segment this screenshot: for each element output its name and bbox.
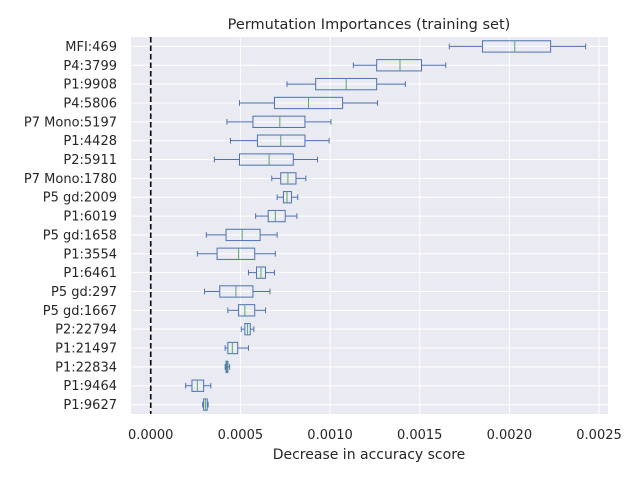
y-tick-label: P1:6461: [63, 266, 117, 281]
y-tick-label: P5 gd:1667: [43, 304, 117, 319]
box-p2-22794: [240, 323, 255, 336]
x-axis-ticks: 0.0000 0.0005 0.0010 0.0015 0.0020 0.0025: [128, 428, 622, 443]
y-tick-label: P1:9464: [63, 379, 117, 394]
box-p4-5806: [238, 96, 379, 110]
box-iqr: [376, 59, 423, 72]
y-tick-label: P7 Mono:1780: [24, 172, 117, 187]
grid-lines: [131, 37, 608, 414]
y-tick-label: P5 gd:2009: [43, 191, 117, 206]
y-tick-label: P1:6019: [63, 210, 117, 225]
y-tick-label: P4:3799: [63, 59, 117, 74]
box-iqr: [216, 247, 256, 260]
box-p7-mono-5197: [226, 115, 332, 128]
box-p1-9464: [185, 379, 212, 392]
box-p5-gd-1667: [227, 304, 266, 317]
plot-area: [131, 37, 608, 414]
box-p1-6019: [255, 209, 298, 223]
y-tick-label: P1:3554: [63, 247, 117, 262]
box-series: [185, 40, 587, 411]
y-tick-label: P1:9627: [63, 398, 117, 413]
y-tick-label: P5 gd:297: [51, 285, 117, 300]
y-tick-label: P7 Mono:5197: [24, 115, 117, 130]
y-tick-label: P2:22794: [55, 323, 117, 338]
x-tick-label: 0.0010: [307, 428, 353, 443]
box-iqr: [238, 153, 294, 166]
box-p1-21497: [224, 341, 249, 355]
box-iqr: [267, 209, 286, 223]
box-p1-9627: [202, 398, 209, 411]
x-tick-label: 0.0000: [128, 428, 174, 443]
y-tick-label: P4:5806: [63, 96, 117, 111]
box-p5-gd-2009: [276, 191, 299, 204]
y-tick-label: P1:4428: [63, 134, 117, 149]
box-p1-4428: [230, 134, 330, 147]
x-tick-label: 0.0005: [218, 428, 264, 443]
box-p5-gd-297: [204, 285, 271, 298]
box-iqr: [252, 115, 306, 128]
x-tick-label: 0.0020: [487, 428, 533, 443]
y-axis-ticks: MFI:469 P4:3799 P1:9908 P4:5806 P7 Mono:5197…: [24, 40, 117, 413]
y-tick-label: P2:5911: [63, 153, 117, 168]
chart-title: Permutation Importances (training set): [228, 17, 511, 33]
box-p2-5911: [213, 153, 318, 166]
box-p1-9908: [286, 77, 406, 91]
x-tick-label: 0.0025: [576, 428, 622, 443]
box-mfi-469: [448, 40, 587, 53]
y-tick-label: P1:9908: [63, 78, 117, 93]
y-tick-label: MFI:469: [65, 40, 117, 55]
box-iqr: [238, 304, 256, 317]
box-p5-gd-1658: [205, 228, 278, 242]
x-axis-label: Decrease in accuracy score: [273, 447, 466, 463]
box-p1-6461: [247, 266, 275, 279]
box-p4-3799: [352, 59, 447, 72]
box-p1-22834: [224, 360, 231, 374]
box-iqr: [225, 228, 261, 242]
box-p1-3554: [196, 247, 276, 260]
y-tick-label: P5 gd:1658: [43, 228, 117, 243]
x-tick-label: 0.0015: [397, 428, 443, 443]
box-iqr: [481, 40, 552, 53]
box-p7-mono-1780: [271, 172, 307, 185]
y-tick-label: P1:21497: [55, 342, 117, 357]
y-tick-label: P1:22834: [55, 360, 117, 375]
